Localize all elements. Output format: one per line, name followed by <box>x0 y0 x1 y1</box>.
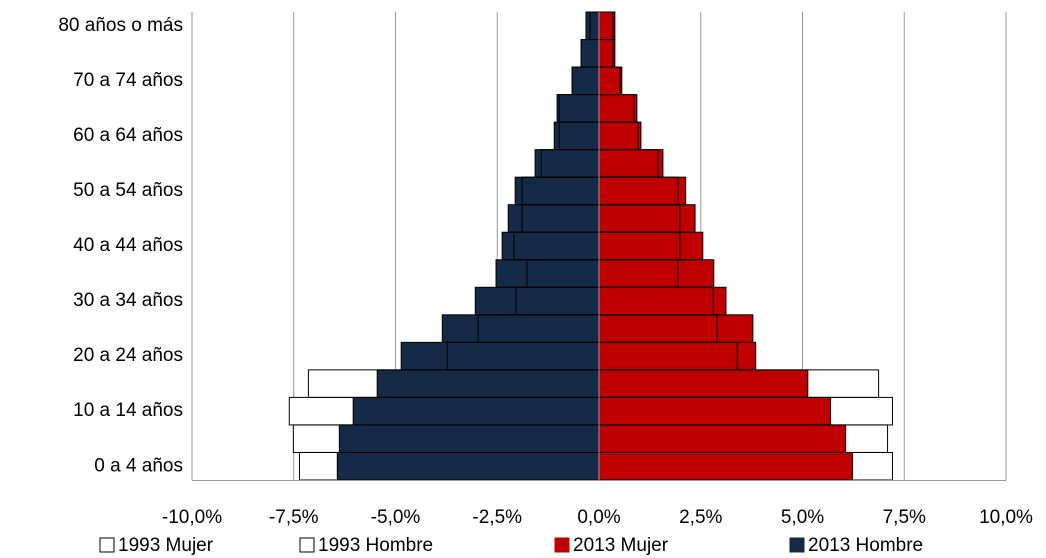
legend-label: 1993 Hombre <box>318 535 433 556</box>
y-tick-label: 10 a 14 años <box>73 400 183 421</box>
legend-label: 1993 Mujer <box>118 535 214 556</box>
x-tick-label: 5,0% <box>781 507 824 528</box>
bar <box>599 149 663 178</box>
x-tick-label: 0,0% <box>577 507 620 528</box>
bar <box>535 149 599 178</box>
bar <box>599 67 622 95</box>
bar <box>339 424 599 453</box>
bar <box>401 342 599 370</box>
bar <box>515 177 599 205</box>
y-tick-label: 0 a 4 años <box>94 455 183 476</box>
bar <box>502 232 599 260</box>
bar <box>599 397 831 425</box>
legend-swatch <box>99 537 115 553</box>
labels: -10,0% -7,5% -5,0% -2,5% 0,0% 2,5% 5,0% 7,5% 10,… <box>58 12 1033 556</box>
y-tick-label: 30 a 34 años <box>73 290 183 311</box>
legend-label: 2013 Hombre <box>808 535 923 556</box>
x-tick-label: 2,5% <box>679 507 722 528</box>
bar <box>599 452 853 480</box>
y-tick-label: 80 años o más <box>58 15 183 36</box>
bar <box>599 259 714 288</box>
y-tick-label: 60 a 64 años <box>73 125 183 146</box>
legend-swatch <box>789 537 805 553</box>
legend-label: 2013 Mujer <box>573 535 669 556</box>
x-tick-label: -2,5% <box>472 507 522 528</box>
bar <box>599 342 756 370</box>
x-tick-label: -10,0% <box>162 507 222 528</box>
bar <box>599 287 726 315</box>
y-tick-label: 50 a 54 años <box>73 180 183 201</box>
bars <box>289 12 893 480</box>
bar <box>572 67 599 95</box>
x-tick-label: -5,0% <box>371 507 421 528</box>
bar <box>337 452 599 480</box>
bar <box>599 39 615 68</box>
bar <box>475 287 599 315</box>
bar <box>599 94 637 123</box>
bar <box>599 424 846 453</box>
y-tick-label: 20 a 24 años <box>73 345 183 366</box>
legend-swatch <box>299 537 315 553</box>
y-tick-label: 70 a 74 años <box>73 70 183 91</box>
legend-swatch <box>554 537 570 553</box>
bar <box>599 204 696 233</box>
x-tick-label: 10,0% <box>979 507 1033 528</box>
bar <box>599 232 703 260</box>
x-tick-label: -7,5% <box>269 507 319 528</box>
bar <box>599 122 641 150</box>
bar <box>496 259 599 288</box>
bar <box>442 314 599 343</box>
bar <box>599 177 686 205</box>
bar <box>377 369 599 398</box>
bar <box>508 204 599 233</box>
bar <box>557 94 599 123</box>
bar <box>599 369 808 398</box>
bar <box>554 122 599 150</box>
bar <box>599 314 753 343</box>
bar <box>353 397 599 425</box>
bar <box>585 12 599 40</box>
bar <box>599 12 615 40</box>
y-tick-label: 40 a 44 años <box>73 235 183 256</box>
x-tick-label: 7,5% <box>883 507 926 528</box>
bar <box>581 39 599 68</box>
